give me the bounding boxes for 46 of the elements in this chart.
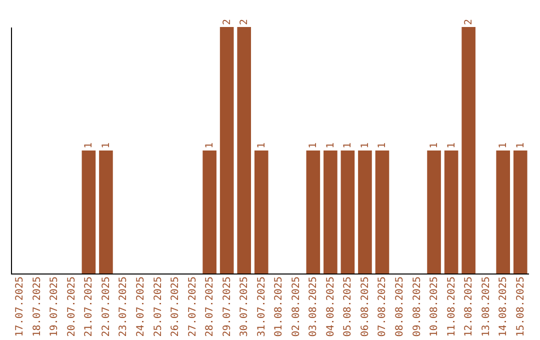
data-label: 1: [100, 142, 112, 148]
x-tick-label: 20.07.2025: [66, 276, 78, 337]
x-tick-label: 02.08.2025: [290, 276, 302, 337]
x-tick-label: 11.08.2025: [446, 276, 458, 337]
x-tick-label: 18.07.2025: [32, 276, 43, 337]
x-tick-label: 25.07.2025: [152, 276, 164, 337]
data-label: 2: [464, 18, 475, 25]
data-label: 1: [377, 142, 388, 148]
data-label: 1: [325, 142, 336, 148]
x-tick-label: 04.08.2025: [325, 276, 336, 337]
x-tick-label: 29.07.2025: [222, 276, 233, 337]
x-tick-label: 31.07.2025: [256, 276, 268, 337]
data-label: 1: [204, 142, 216, 148]
x-tick-label: 05.08.2025: [342, 276, 354, 337]
x-tick-label: 07.08.2025: [377, 276, 388, 337]
x-tick-label: 21.07.2025: [84, 276, 95, 337]
data-label: 1: [515, 142, 526, 148]
data-label: 1: [429, 142, 440, 148]
x-tick-label: 12.08.2025: [464, 276, 475, 337]
x-tick-label: 09.08.2025: [412, 276, 423, 337]
x-tick-label: 26.07.2025: [170, 276, 182, 337]
x-tick-label: 24.07.2025: [136, 276, 146, 337]
data-label: 1: [308, 142, 320, 148]
x-tick-label: 13.08.2025: [480, 276, 492, 337]
x-tick-label: 22.07.2025: [100, 276, 112, 337]
x-tick-label: 01.08.2025: [274, 276, 285, 337]
x-tick-label: 23.07.2025: [118, 276, 130, 337]
data-label: 2: [222, 18, 233, 25]
data-label: 1: [360, 142, 371, 148]
x-tick-label: 10.08.2025: [429, 276, 440, 337]
x-tick-label: 03.08.2025: [308, 276, 320, 337]
x-tick-label: 06.08.2025: [360, 276, 371, 337]
x-tick-label: 15.08.2025: [515, 276, 526, 337]
data-label: 2: [239, 18, 250, 25]
x-tick-label: 14.08.2025: [498, 276, 510, 337]
x-tick-label: 19.07.2025: [49, 276, 60, 337]
data-label: 1: [256, 142, 268, 148]
x-tick-label: 28.07.2025: [204, 276, 216, 337]
x-tick-label: 17.07.2025: [14, 276, 26, 337]
x-tick-label: 27.07.2025: [187, 276, 198, 337]
data-label: 1: [84, 142, 95, 148]
data-label: 1: [342, 142, 354, 148]
data-label: 1: [498, 142, 510, 148]
x-tick-label: 08.08.2025: [394, 276, 406, 337]
x-tick-label: 30.07.2025: [239, 276, 250, 337]
data-label: 1: [446, 142, 458, 148]
